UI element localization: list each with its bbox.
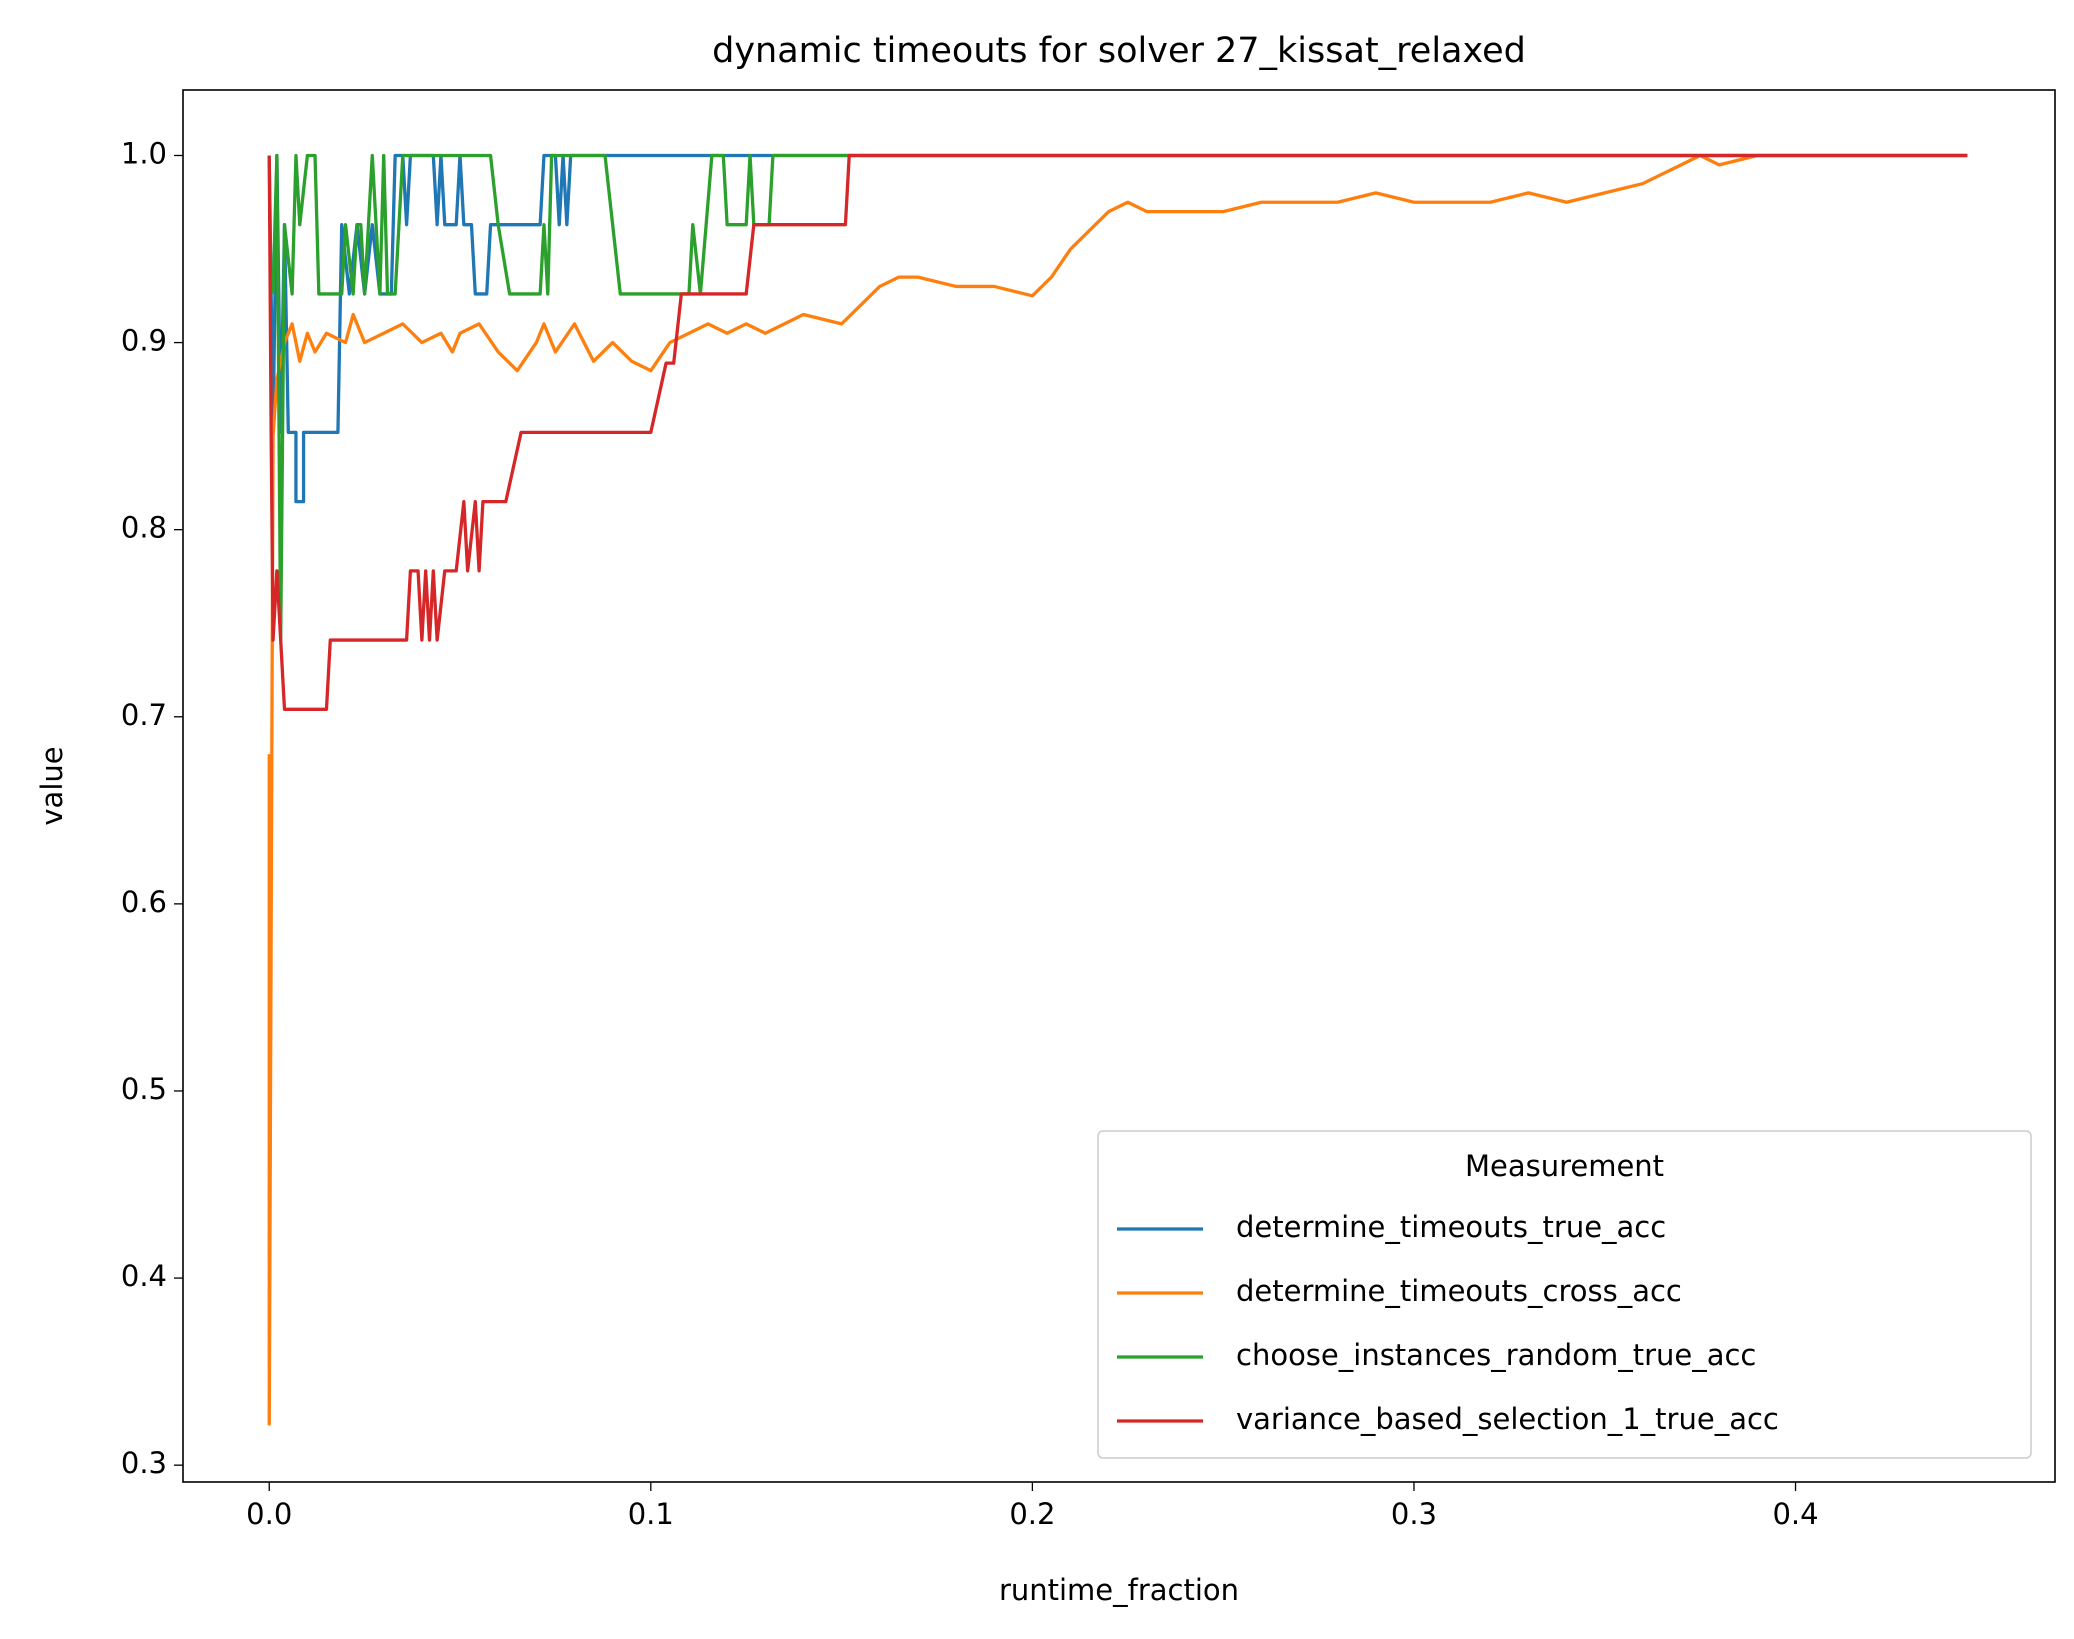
y-tick-label: 0.7 — [121, 698, 167, 732]
series-line — [267, 153, 1968, 711]
chart-title: dynamic timeouts for solver 27_kissat_re… — [712, 31, 1526, 71]
x-tick-label: 0.4 — [1772, 1497, 1818, 1531]
legend-label: determine_timeouts_true_acc — [1236, 1210, 1666, 1244]
y-tick-label: 1.0 — [121, 136, 167, 170]
series-line — [267, 153, 1968, 504]
x-axis-label: runtime_fraction — [999, 1573, 1239, 1607]
x-tick-label: 0.0 — [246, 1497, 292, 1531]
y-tick-label: 0.6 — [121, 885, 167, 919]
y-tick-label: 0.3 — [121, 1446, 167, 1480]
x-tick-label: 0.2 — [1009, 1497, 1055, 1531]
y-tick-label: 0.5 — [121, 1072, 167, 1106]
legend-label: variance_based_selection_1_true_acc — [1236, 1402, 1779, 1436]
legend-title: Measurement — [1465, 1149, 1664, 1183]
series-line — [271, 153, 1968, 642]
series-line — [267, 153, 1968, 1426]
y-axis-label: value — [35, 746, 69, 825]
legend-label: determine_timeouts_cross_acc — [1236, 1274, 1682, 1308]
y-tick-label: 0.9 — [121, 324, 167, 358]
legend-box — [1097, 1130, 2032, 1459]
y-tick-label: 0.8 — [121, 511, 167, 545]
x-tick-label: 0.1 — [628, 1497, 674, 1531]
legend: Measurement determine_timeouts_true_accde… — [1097, 1130, 2032, 1459]
plot-frame — [182, 89, 2056, 1483]
x-tick-label: 0.3 — [1391, 1497, 1437, 1531]
legend-label: choose_instances_random_true_acc — [1236, 1338, 1756, 1372]
y-tick-label: 0.4 — [121, 1259, 167, 1293]
